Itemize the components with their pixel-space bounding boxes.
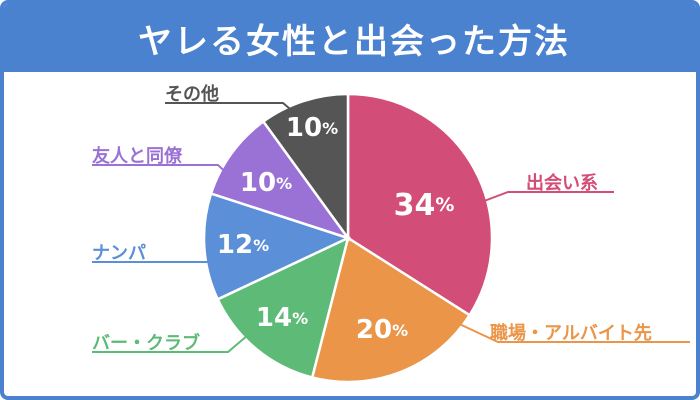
category-label: ナンパ	[92, 243, 146, 264]
category-label: 友人と同僚	[92, 145, 183, 167]
category-label: 出会い系	[526, 172, 598, 194]
slice-percent-label: 10%	[286, 113, 338, 143]
pie-slice-4	[202, 191, 352, 301]
slice-percent-label: 10%	[240, 168, 292, 198]
leader-line	[454, 321, 690, 343]
category-label: その他	[165, 83, 219, 105]
leader-line	[92, 334, 249, 353]
leader-line	[165, 102, 297, 115]
pie-slice-3	[216, 235, 350, 379]
pie-slice-6	[261, 92, 350, 242]
leader-line	[92, 164, 237, 183]
pie-slice-2	[310, 236, 472, 384]
slice-percent-label: 12%	[217, 230, 269, 260]
chart-title: ヤレる女性と出会った方法	[138, 21, 570, 62]
slice-percent-label: 14%	[256, 303, 308, 333]
category-label: バー・クラブ	[92, 332, 200, 354]
leader-line	[454, 191, 614, 213]
category-label: 職場・アルバイト先	[490, 322, 652, 344]
pie-slice-5	[209, 119, 352, 241]
title-bar: ヤレる女性と出会った方法	[4, 4, 696, 72]
slice-percent-label: 20%	[356, 315, 408, 345]
slice-percent-label: 34%	[394, 188, 455, 223]
